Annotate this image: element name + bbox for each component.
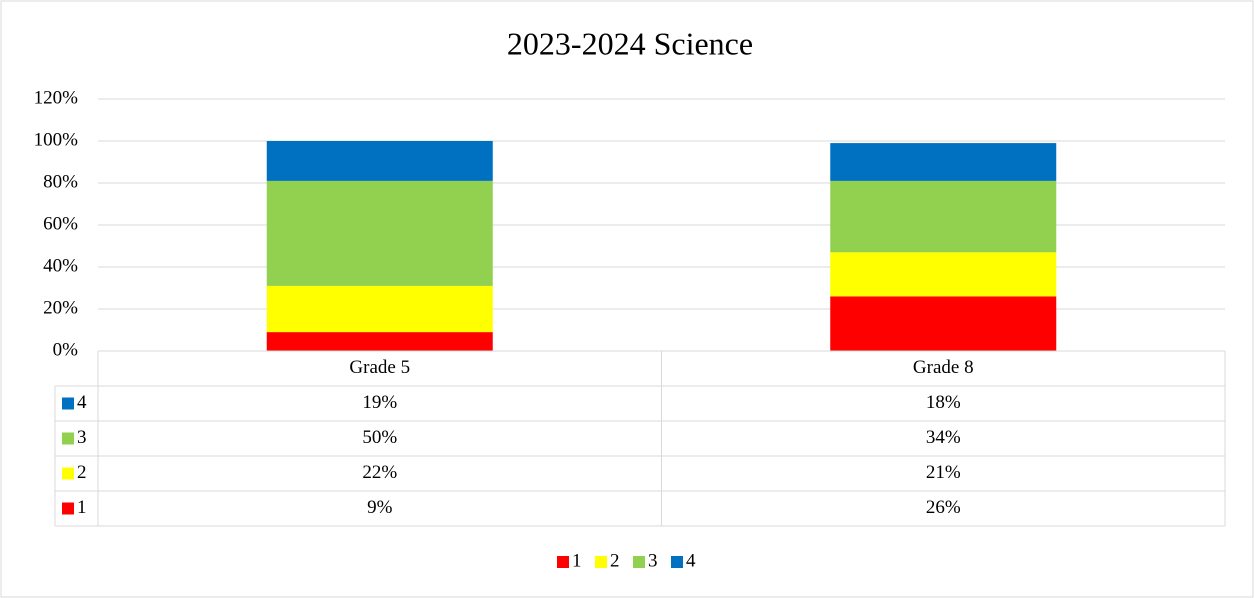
bar-segment: [266, 141, 493, 181]
legend-label: 1: [572, 550, 582, 571]
legend-key: [557, 556, 569, 568]
table-legend-key: [62, 432, 74, 445]
y-tick-label: 20%: [43, 297, 78, 318]
bar-segment: [830, 180, 1057, 253]
legend-label: 4: [686, 550, 696, 571]
legend-label: 2: [610, 550, 620, 571]
y-tick-label: 120%: [34, 87, 79, 108]
table-row-label: 1: [77, 497, 87, 518]
legend-key: [633, 556, 645, 568]
table-row-label: 3: [77, 427, 87, 448]
table-legend-key: [62, 467, 74, 480]
table-cell: 18%: [926, 392, 961, 413]
table-cell: 26%: [926, 497, 961, 518]
bar-segment: [830, 296, 1057, 351]
table-cell: 50%: [362, 427, 397, 448]
legend-label: 3: [648, 550, 658, 571]
x-tick-label: Grade 5: [349, 357, 410, 378]
table-row-label: 2: [77, 462, 87, 483]
table-cell: 19%: [362, 392, 397, 413]
y-tick-label: 100%: [34, 129, 79, 150]
table-cell: 34%: [926, 427, 961, 448]
chart-title: 2023-2024 Science: [507, 25, 753, 61]
bar-segment: [266, 180, 493, 286]
table-cell: 22%: [362, 462, 397, 483]
y-tick-label: 0%: [53, 339, 79, 360]
x-tick-label: Grade 8: [913, 357, 974, 378]
legend-key: [671, 556, 683, 568]
bar-segment: [266, 285, 493, 333]
table-row-label: 4: [77, 392, 87, 413]
bar-segment: [830, 252, 1057, 297]
y-tick-label: 60%: [43, 213, 78, 234]
y-tick-label: 80%: [43, 171, 78, 192]
table-legend-key: [62, 397, 74, 410]
table-cell: 9%: [367, 497, 393, 518]
y-tick-label: 40%: [43, 255, 78, 276]
bar-segment: [266, 332, 493, 351]
legend-key: [595, 556, 607, 568]
table-legend-key: [62, 502, 74, 515]
bar-segment: [830, 143, 1057, 181]
table-cell: 21%: [926, 462, 961, 483]
